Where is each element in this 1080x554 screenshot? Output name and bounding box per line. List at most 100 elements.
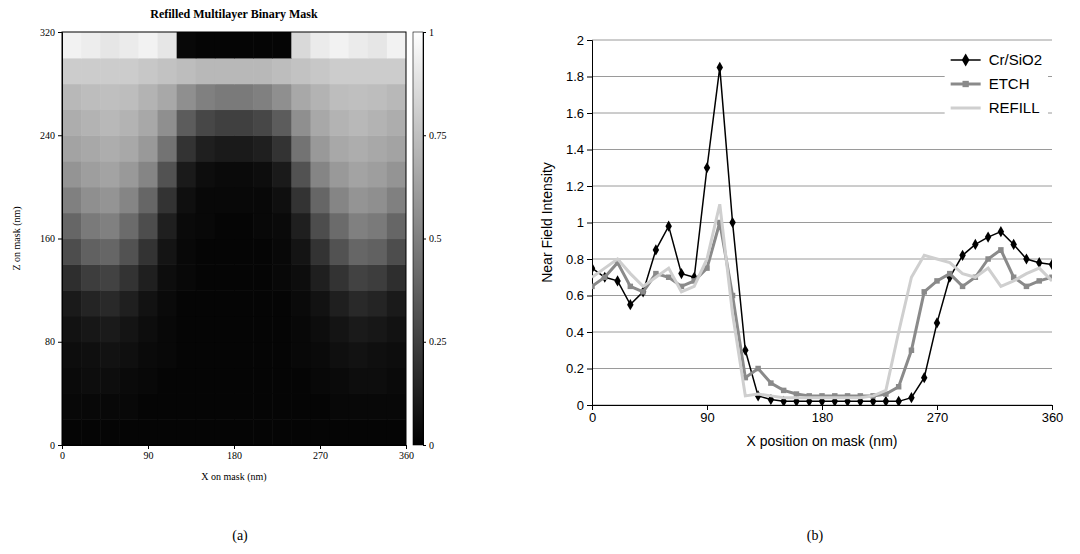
heatmap-cell: [177, 264, 197, 290]
heatmap-cell: [119, 109, 139, 135]
legend-marker: [962, 53, 970, 66]
tick: 1.6: [566, 106, 592, 121]
tick-label: 320: [40, 27, 55, 38]
marker: [768, 380, 773, 385]
heatmap-cell: [215, 161, 235, 187]
heatmap-cell: [310, 58, 330, 84]
heatmap-cell: [177, 239, 197, 265]
heatmap-cell: [234, 316, 254, 342]
heatmap-cell: [387, 393, 406, 419]
tick-label: 0: [589, 410, 596, 425]
heatmap-cell: [349, 239, 369, 265]
heatmap-cell: [253, 290, 273, 316]
heatmap-cell: [81, 109, 101, 135]
heatmap-cell: [119, 213, 139, 239]
heatmap-cell: [272, 239, 292, 265]
heatmap-cell: [158, 342, 178, 368]
heatmap-cell: [62, 213, 82, 239]
heatmap-cell: [330, 135, 350, 161]
heatmap-cell: [196, 393, 216, 419]
heatmap-cell: [81, 290, 101, 316]
heatmap-cell: [158, 264, 178, 290]
heatmap-cell: [100, 213, 120, 239]
heatmap-cell: [196, 419, 216, 445]
heatmap-cell: [272, 316, 292, 342]
heatmap-cell: [349, 342, 369, 368]
colorbar: [413, 32, 423, 445]
heatmap-cell: [330, 84, 350, 110]
heatmap-cell: [387, 213, 406, 239]
tick: 0: [60, 445, 65, 461]
marker: [1024, 284, 1029, 289]
grid-line: [592, 332, 1052, 333]
heatmap-cell: [196, 32, 216, 58]
heatmap-cell: [291, 368, 311, 394]
tick-mark: [58, 342, 62, 343]
tick-label: 0.4: [566, 325, 584, 340]
tick-mark: [320, 445, 321, 449]
heatmap-cell: [234, 419, 254, 445]
heatmap-cell: [119, 239, 139, 265]
heatmap-cell: [349, 84, 369, 110]
tick-label: 180: [227, 450, 242, 461]
cells: [62, 32, 406, 445]
axis: 080160240320: [40, 27, 63, 451]
heatmap-cell: [368, 419, 388, 445]
axis: 00.20.40.60.811.21.41.61.82: [566, 33, 593, 413]
tick: 180: [227, 445, 242, 461]
legend: Cr/SiO2ETCHREFILL: [945, 46, 1048, 122]
marker: [985, 232, 991, 243]
heatmap-cell: [368, 290, 388, 316]
tick-label: 1.2: [566, 179, 584, 194]
marker: [985, 256, 990, 261]
tick-label: 1.8: [566, 69, 584, 84]
heatmap-cell: [100, 264, 120, 290]
heatmap-cell: [310, 161, 330, 187]
heatmap-cell: [62, 393, 82, 419]
tick-label: 80: [45, 336, 55, 347]
tick: 180: [812, 405, 834, 425]
heatmap-cell: [291, 290, 311, 316]
heatmap-cell: [368, 84, 388, 110]
tick-label: 0.8: [566, 252, 584, 267]
heatmap-cell: [330, 368, 350, 394]
heatmap-cell: [158, 32, 178, 58]
marker: [614, 275, 620, 286]
tick-mark: [58, 32, 62, 33]
heatmap-cell: [310, 368, 330, 394]
legend-background: [945, 46, 1048, 122]
heatmap-cell: [387, 264, 406, 290]
heatmap-cell: [138, 32, 158, 58]
heatmap-cell: [272, 419, 292, 445]
tick-label: 0.2: [566, 361, 584, 376]
tick-mark: [423, 135, 426, 136]
heatmap-cell: [310, 84, 330, 110]
grid-line: [592, 149, 1052, 150]
heatmap-cell: [330, 264, 350, 290]
tick-label: 0.5: [429, 233, 442, 244]
tick: 0.75: [423, 130, 447, 141]
heatmap-cell: [177, 316, 197, 342]
heatmap-cell: [215, 264, 235, 290]
heatmap-cell: [272, 264, 292, 290]
heatmap-cell: [138, 213, 158, 239]
heatmap-cell: [253, 368, 273, 394]
heatmap-cell: [158, 213, 178, 239]
heatmap-cell: [368, 368, 388, 394]
tick: 360: [399, 445, 414, 461]
heatmap-cell: [310, 342, 330, 368]
heatmap-cell: [119, 316, 139, 342]
heatmap-cell: [215, 419, 235, 445]
tick: 0.4: [566, 325, 592, 340]
tick-mark: [58, 445, 62, 446]
heatmap-cell: [100, 58, 120, 84]
legend-marker: [962, 81, 968, 87]
tick-label: 1: [577, 215, 584, 230]
heatmap-cell: [234, 342, 254, 368]
heatmap-cell: [62, 342, 82, 368]
heatmap-cell: [215, 187, 235, 213]
legend-item: Cr/SiO2: [951, 51, 1042, 68]
heatmap-cell: [253, 239, 273, 265]
tick-mark: [234, 445, 235, 449]
heatmap-cell: [138, 342, 158, 368]
